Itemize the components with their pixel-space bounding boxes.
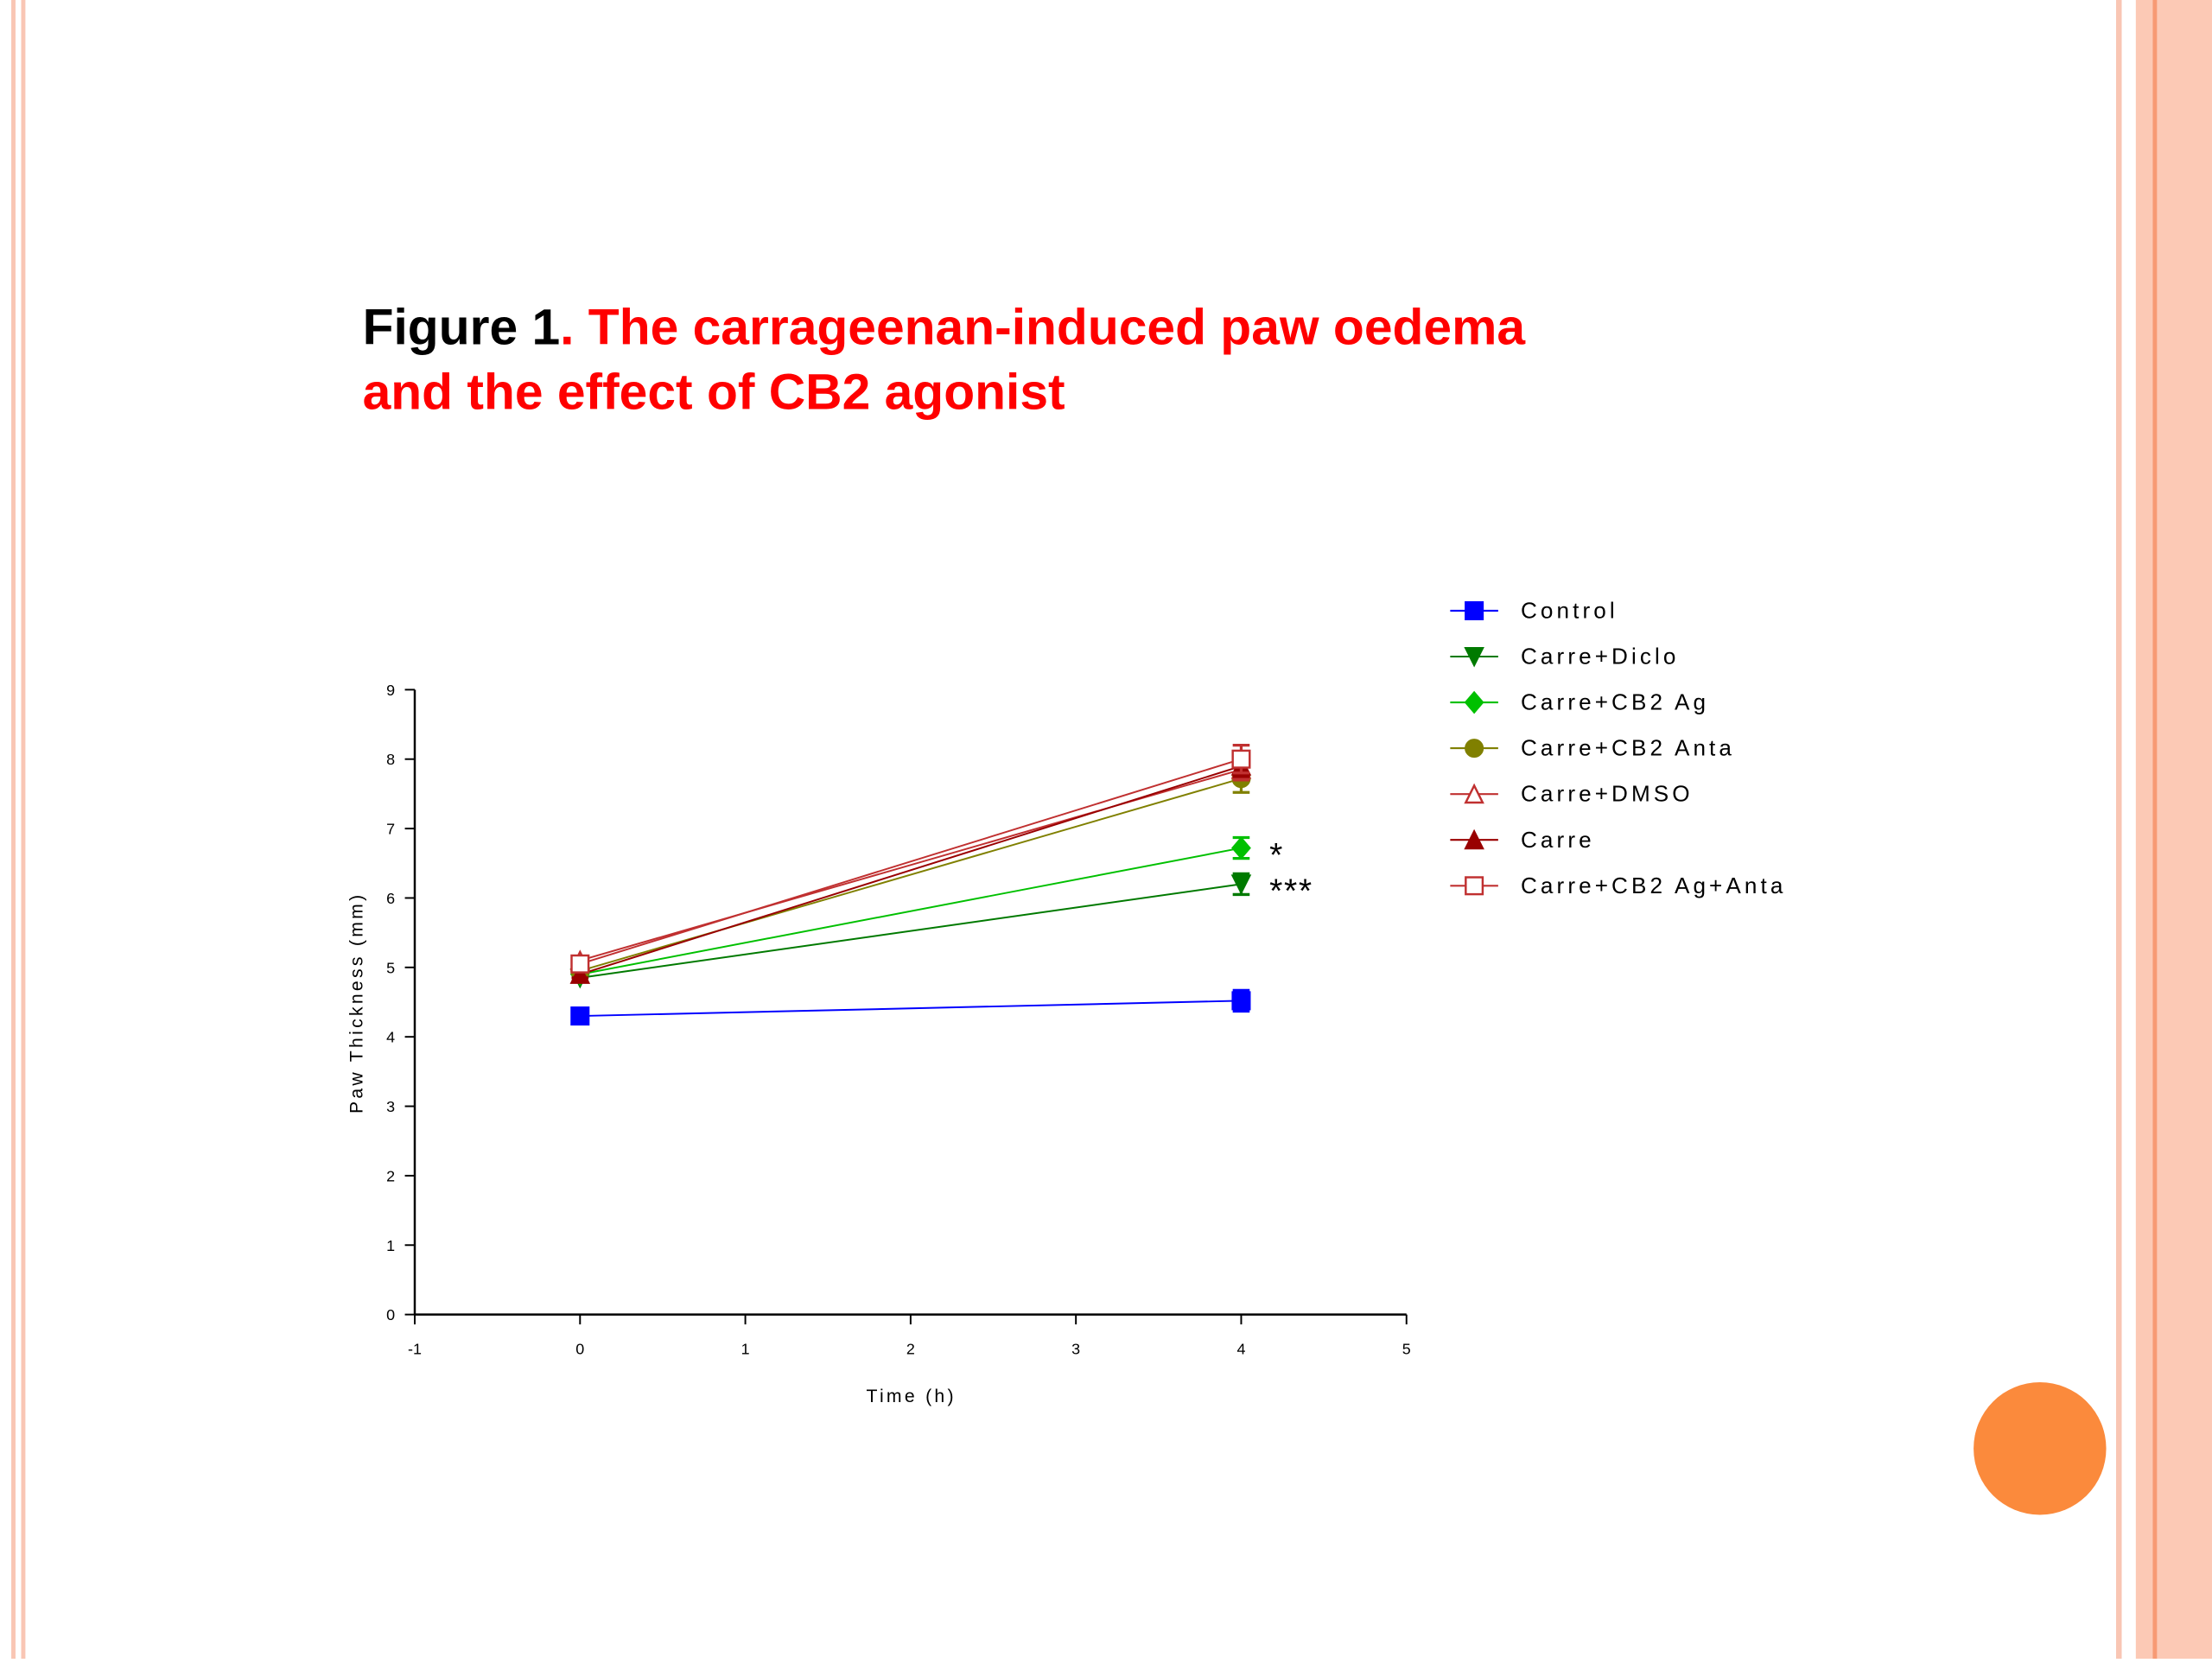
legend-label: Control — [1521, 597, 1618, 623]
data-point — [1230, 874, 1252, 895]
legend-marker — [1465, 600, 1484, 620]
y-tick-label: 3 — [386, 1098, 395, 1115]
y-tick-label: 5 — [386, 959, 395, 976]
legend-label: Carre+CB2 Ag+Anta — [1521, 873, 1786, 898]
legend-marker — [1464, 828, 1484, 850]
data-point — [569, 963, 591, 984]
y-tick-label: 9 — [386, 682, 395, 699]
x-tick-label: 4 — [1236, 1340, 1245, 1357]
legend-label: Carre+DMSO — [1521, 781, 1694, 807]
x-tick-label: 1 — [741, 1340, 750, 1357]
title-lead: Figure 1 — [363, 299, 561, 355]
y-tick-label: 4 — [386, 1029, 395, 1046]
decor-circle — [1974, 1382, 2107, 1515]
legend-label: Carre+CB2 Ag — [1521, 689, 1709, 715]
legend-marker — [1465, 739, 1484, 759]
border-line — [11, 0, 16, 1659]
legend-label: Carre — [1521, 827, 1595, 853]
y-tick-label: 0 — [386, 1306, 395, 1323]
series-line — [579, 765, 1242, 975]
series-line — [580, 847, 1242, 975]
y-tick-label: 1 — [386, 1237, 395, 1254]
y-tick-label: 7 — [386, 821, 395, 838]
series-line — [580, 758, 1242, 965]
x-tick-label: 3 — [1071, 1340, 1080, 1357]
border-band — [2135, 0, 2212, 1659]
data-point — [1231, 836, 1251, 860]
x-tick-label: -1 — [408, 1340, 422, 1357]
y-tick-label: 8 — [386, 751, 395, 768]
title-text: . The carrageenan-induced paw oedema — [560, 299, 1526, 355]
x-tick-label: 5 — [1402, 1340, 1411, 1357]
data-point — [570, 1006, 590, 1026]
series-line — [580, 778, 1242, 972]
x-axis-label: Time (h) — [867, 1387, 957, 1406]
significance: * — [1269, 837, 1284, 874]
title-text: and the effect of CB2 agonist — [363, 364, 1065, 420]
data-point — [1231, 749, 1251, 769]
border-line — [21, 0, 26, 1659]
legend-marker — [1464, 690, 1484, 714]
x-tick-label: 2 — [906, 1340, 915, 1357]
legend-label: Carre+CB2 Anta — [1521, 735, 1735, 761]
y-tick-label: 6 — [386, 890, 395, 907]
data-point — [570, 954, 590, 974]
significance: *** — [1269, 873, 1313, 911]
y-axis-label: Paw Thickness (mm) — [347, 892, 367, 1114]
legend-marker — [1464, 646, 1484, 668]
x-tick-label: 0 — [575, 1340, 584, 1357]
border-line — [2152, 0, 2158, 1659]
title: Figure 1. The carrageenan-induced paw oe… — [363, 299, 1527, 355]
border-line — [2115, 0, 2122, 1659]
legend-marker — [1465, 876, 1484, 896]
legend-marker — [1464, 783, 1484, 804]
series-line — [580, 1000, 1242, 1018]
data-point — [1231, 991, 1251, 1011]
series-line — [580, 883, 1242, 979]
y-tick-label: 2 — [386, 1167, 395, 1184]
legend-label: Carre+Diclo — [1521, 644, 1679, 670]
